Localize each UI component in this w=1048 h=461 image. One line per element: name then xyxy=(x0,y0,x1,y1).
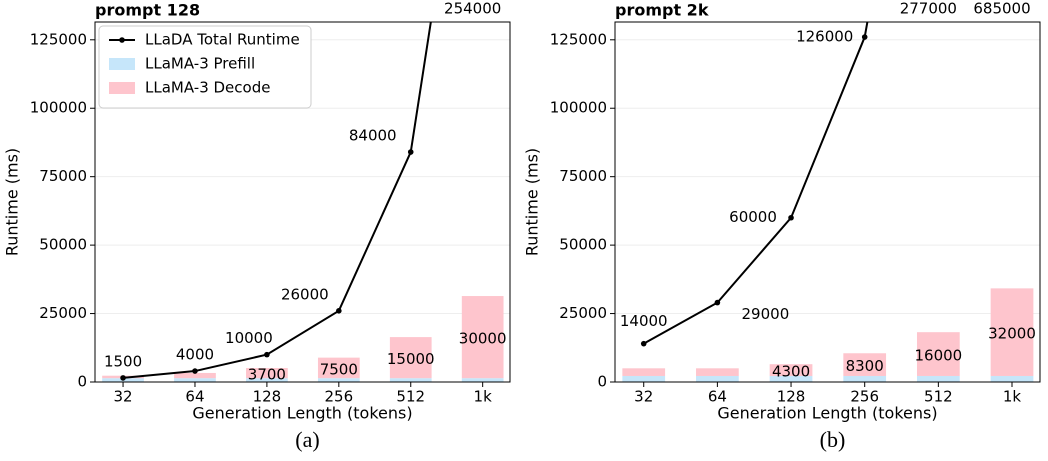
bar xyxy=(843,375,887,382)
x-tick-label: 32 xyxy=(114,388,133,406)
panel: 0 25000 50000 75000 100000 125000 32 64 128 256 51… xyxy=(523,0,1041,452)
line xyxy=(122,22,432,379)
bar xyxy=(246,378,288,382)
bar xyxy=(622,375,666,382)
x-tick-label: 128 xyxy=(777,388,806,406)
y-axis-label: Runtime (ms) xyxy=(523,148,542,256)
legend-label: LLaDA Total Runtime xyxy=(145,31,300,49)
y-tick-label: 75000 xyxy=(559,167,607,185)
y-tick-label: 25000 xyxy=(39,304,87,322)
bar xyxy=(769,364,813,376)
legend-point xyxy=(119,37,125,43)
line-group xyxy=(640,22,869,347)
caption: (a) xyxy=(295,427,319,452)
x-tick-label: 512 xyxy=(396,388,425,406)
legend-box xyxy=(98,25,312,109)
bar-value-label: 4300 xyxy=(772,363,810,381)
bar xyxy=(843,353,887,376)
bar-value-label: 8300 xyxy=(846,357,884,375)
x-tick-label: 64 xyxy=(185,388,204,406)
y-tick-label: 75000 xyxy=(39,167,87,185)
bar xyxy=(696,375,739,382)
line-value-label: 277000 xyxy=(900,0,957,18)
bar-value-label: 32000 xyxy=(988,325,1036,343)
x-axis-label: Generation Length (tokens) xyxy=(717,404,937,423)
line-value-label: 4000 xyxy=(176,346,214,364)
line-value-label: 14000 xyxy=(620,312,668,330)
y-tick-label: 100000 xyxy=(30,99,87,117)
bar xyxy=(461,296,504,379)
x-tick-label: 1k xyxy=(1003,388,1022,406)
line-point xyxy=(336,308,342,314)
bar xyxy=(916,332,960,376)
y-tick-label: 0 xyxy=(77,373,87,391)
bar xyxy=(916,375,960,382)
bar xyxy=(317,378,360,382)
bar xyxy=(389,378,432,382)
y-tick-label: 0 xyxy=(597,373,607,391)
y-tick-label: 50000 xyxy=(559,236,607,254)
bar xyxy=(174,372,216,379)
bar xyxy=(696,368,739,376)
y-axis-label: Runtime (ms) xyxy=(3,148,22,256)
y-tick-label: 125000 xyxy=(550,30,607,48)
bar xyxy=(174,378,216,382)
y-tick-label: 125000 xyxy=(30,30,87,48)
line-point xyxy=(264,351,270,358)
bar-value-label: 3700 xyxy=(248,366,286,384)
bar-value-label: 15000 xyxy=(387,350,435,368)
line-point xyxy=(407,149,414,155)
x-tick-label: 64 xyxy=(708,388,727,406)
line-value-label: 1500 xyxy=(104,352,142,370)
bar xyxy=(389,337,432,379)
line-group xyxy=(120,22,432,381)
plot-frame xyxy=(614,21,1041,383)
line-value-label: 26000 xyxy=(281,285,329,303)
bar xyxy=(990,375,1034,382)
x-tick-label: 32 xyxy=(634,388,653,406)
x-tick-label: 256 xyxy=(325,388,354,406)
bar-value-label: 16000 xyxy=(914,347,962,365)
x-tick-label: 256 xyxy=(850,388,879,406)
chart-title: prompt 2k xyxy=(615,1,709,20)
x-axis-label: Generation Length (tokens) xyxy=(192,404,412,423)
legend-swatch xyxy=(109,58,135,70)
line-value-label: 126000 xyxy=(796,28,853,46)
line-point xyxy=(192,368,198,374)
bar xyxy=(622,368,666,376)
bar xyxy=(461,378,504,382)
plot-frame xyxy=(94,21,511,383)
bar-value-label: 30000 xyxy=(459,330,507,348)
bar xyxy=(990,288,1034,376)
line-value-label: 84000 xyxy=(349,127,397,145)
bar xyxy=(769,375,813,382)
y-tick-label: 100000 xyxy=(550,99,607,117)
chart-title: prompt 128 xyxy=(95,1,200,20)
line-point xyxy=(640,340,647,347)
line-point xyxy=(861,34,868,40)
line-value-label: 10000 xyxy=(225,329,273,347)
legend-label: LLaMA-3 Decode xyxy=(145,79,270,97)
bar xyxy=(246,368,288,379)
x-tick-label: 512 xyxy=(924,388,953,406)
legend-swatch xyxy=(109,82,135,94)
line-value-label: 29000 xyxy=(742,305,790,323)
y-tick-label: 50000 xyxy=(39,236,87,254)
x-tick-label: 128 xyxy=(253,388,282,406)
line-point xyxy=(120,375,126,381)
x-tick-label: 1k xyxy=(474,388,493,406)
y-tick-label: 25000 xyxy=(559,304,607,322)
line-value-label: 60000 xyxy=(729,208,777,226)
panel: 0 25000 50000 75000 100000 125000 32 64 128 256 51… xyxy=(3,0,511,452)
line-value-label: 685000 xyxy=(973,0,1030,18)
caption: (b) xyxy=(820,427,846,452)
bar-value-label: 7500 xyxy=(320,360,358,378)
bar xyxy=(317,357,360,379)
line-point xyxy=(788,214,794,221)
legend-label: LLaMA-3 Prefill xyxy=(145,55,255,73)
line-value-label: 254000 xyxy=(444,0,501,18)
line xyxy=(643,22,869,345)
line-point xyxy=(714,299,721,306)
